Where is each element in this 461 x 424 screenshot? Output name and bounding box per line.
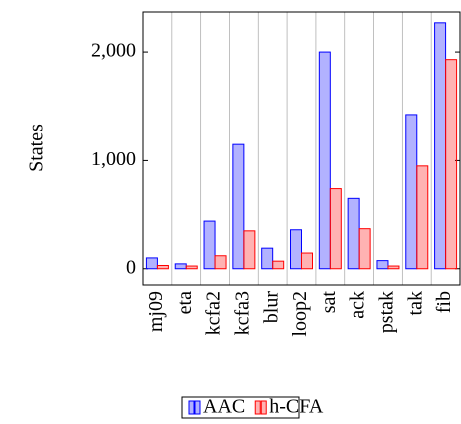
x-tick-label: loop2 <box>289 291 311 337</box>
bar <box>272 260 285 270</box>
x-tick-label: tak <box>404 291 426 315</box>
legend-swatch <box>188 400 195 415</box>
bar <box>347 197 360 270</box>
y-tick-label: 0 <box>126 256 136 278</box>
bar <box>376 260 389 270</box>
x-tick-label: sat <box>318 291 340 314</box>
y-tick-label: 1,000 <box>91 148 136 170</box>
bar <box>318 51 331 270</box>
x-tick-label: kcfa3 <box>231 291 253 335</box>
bar <box>145 257 158 270</box>
bar <box>185 265 198 270</box>
bar <box>214 255 227 270</box>
x-tick-label: mj09 <box>145 291 167 332</box>
legend-swatch <box>254 400 261 415</box>
bar <box>445 59 458 270</box>
bar <box>243 230 256 270</box>
legend-swatch <box>260 400 267 415</box>
bar <box>416 165 429 270</box>
x-tick-label: ack <box>347 291 369 319</box>
bar <box>329 188 342 270</box>
bar <box>174 263 187 270</box>
bar <box>203 220 216 270</box>
y-axis-label: States <box>26 124 48 172</box>
bar <box>405 114 418 270</box>
legend-box <box>181 396 300 419</box>
plot-frame <box>142 11 461 286</box>
x-tick-label: blur <box>260 291 282 324</box>
x-tick-label: kcfa2 <box>203 291 225 335</box>
bar <box>358 228 371 270</box>
bar <box>301 252 313 270</box>
legend-label: h-CFA <box>269 396 324 418</box>
x-tick-label: eta <box>174 291 196 314</box>
x-tick-label: pstak <box>376 291 398 333</box>
bar <box>156 265 169 270</box>
bar <box>290 229 302 270</box>
bar <box>261 247 274 270</box>
y-tick-label: 2,000 <box>91 40 136 62</box>
x-tick-label: fib <box>433 291 455 313</box>
legend-label: AAC <box>203 396 245 418</box>
bar <box>232 143 245 270</box>
bar <box>387 265 400 270</box>
legend-swatch <box>194 400 201 415</box>
bar <box>434 22 447 270</box>
